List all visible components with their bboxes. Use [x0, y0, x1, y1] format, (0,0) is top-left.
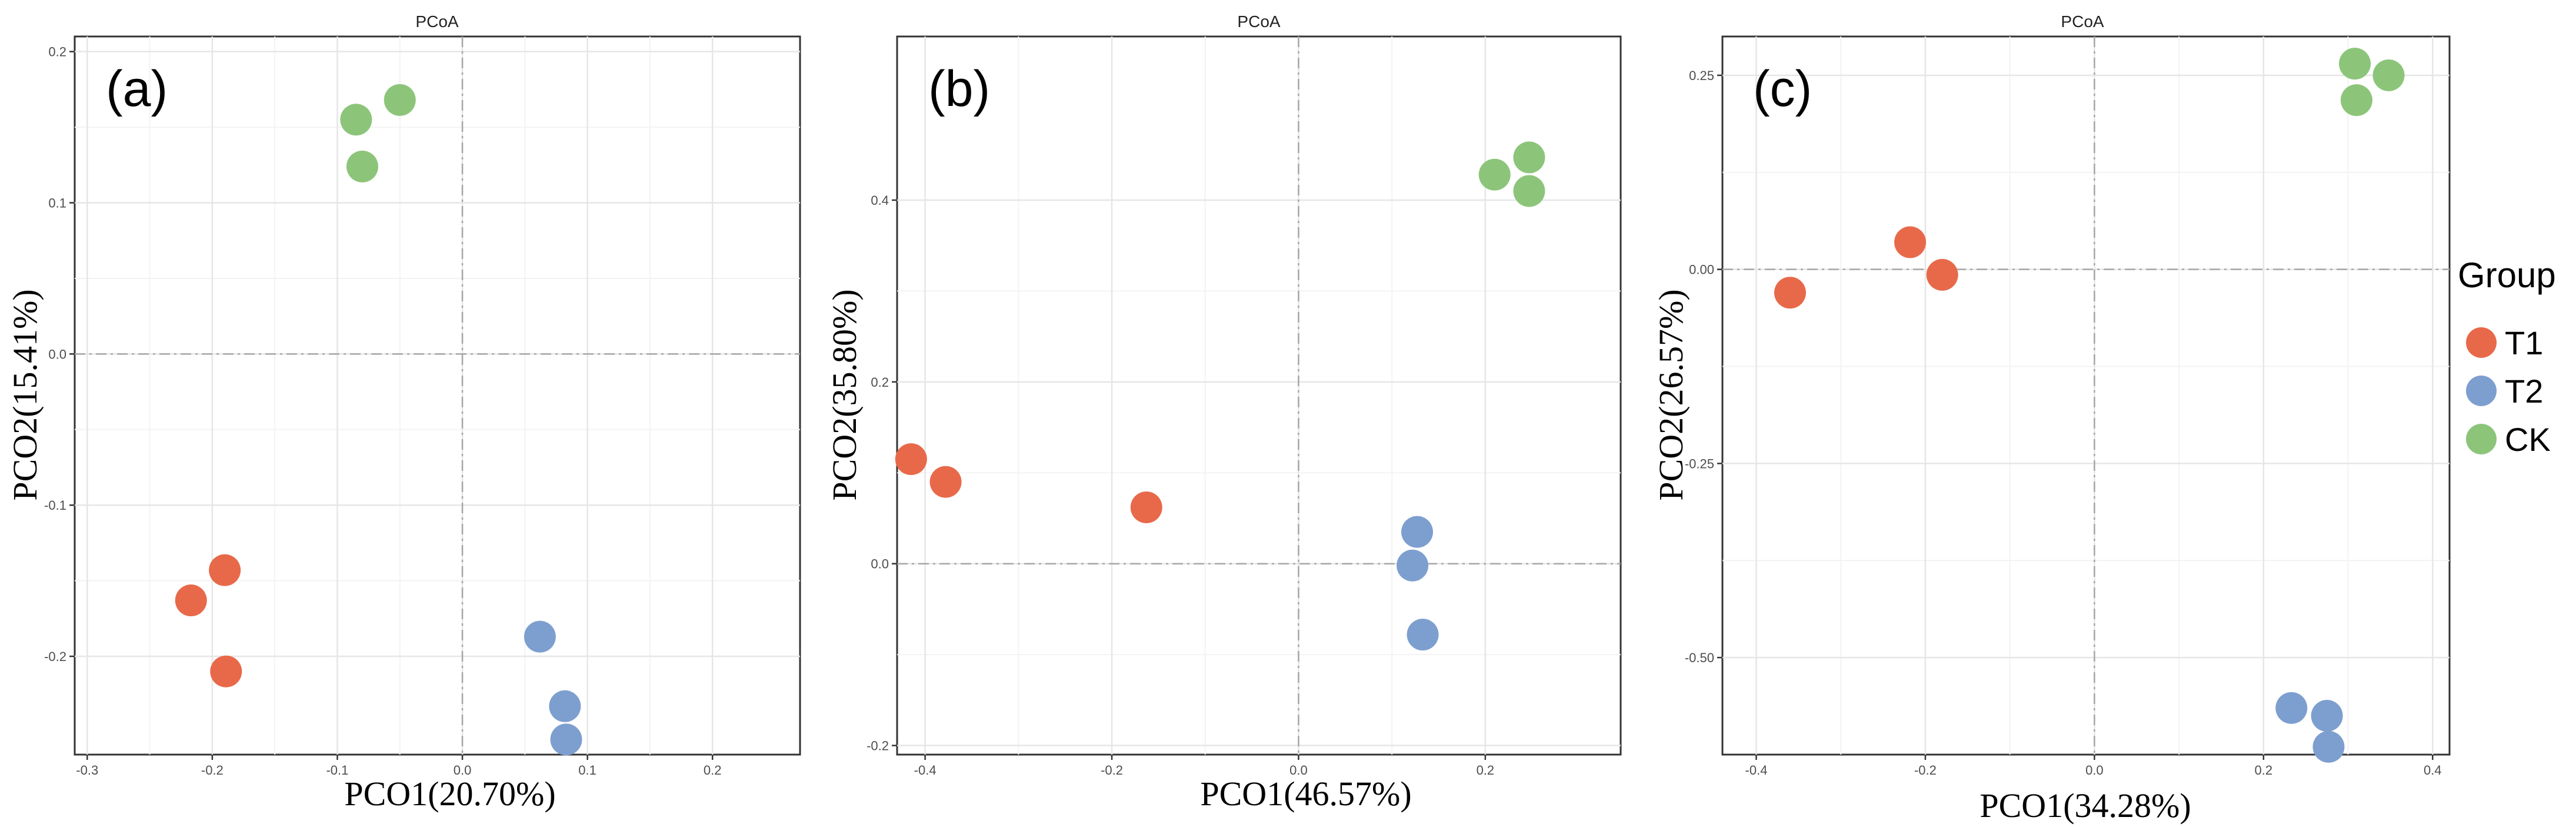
- y-tick-label: -0.25: [1685, 456, 1714, 471]
- point-t2: [549, 690, 581, 722]
- point-t1: [175, 584, 207, 617]
- point-ck: [1513, 175, 1545, 207]
- x-tick-label: 0.2: [704, 763, 722, 778]
- y-tick-label: 0.0: [871, 557, 889, 572]
- legend-title: Group: [2458, 255, 2556, 295]
- x-tick-label: 0.0: [2085, 763, 2104, 778]
- y-axis-label: PCO2(35.80%): [825, 289, 864, 500]
- legend-label-t2: T2: [2505, 373, 2543, 410]
- point-t1: [929, 466, 962, 498]
- legend-key-t2: [2466, 376, 2497, 406]
- y-tick-label: -0.1: [44, 498, 66, 513]
- plot-frame: [74, 35, 801, 756]
- x-tick-label: -0.1: [326, 763, 348, 778]
- y-tick-label: 0.1: [48, 196, 66, 211]
- y-tick-label: 0.0: [48, 347, 66, 361]
- panel-label: (c): [1753, 61, 1812, 117]
- point-ck: [2339, 48, 2371, 80]
- point-t2: [1401, 516, 1434, 548]
- point-t2: [550, 723, 582, 756]
- point-t2: [2275, 692, 2308, 724]
- y-tick-label: -0.2: [44, 649, 66, 664]
- panel-a: PCoA -0.3 -0.2 -0.1 0.0 0.1 0.2 -0.2 -0.1 0.0 0.1…: [6, 12, 801, 813]
- point-t2: [2312, 730, 2345, 763]
- legend-label-t1: T1: [2505, 324, 2543, 361]
- x-tick-label: 0.0: [454, 763, 472, 778]
- x-tick-label: -0.4: [1745, 763, 1768, 778]
- panel-label: (b): [928, 61, 990, 117]
- legend-key-ck: [2466, 424, 2497, 454]
- point-ck: [2340, 84, 2372, 117]
- y-tick-label: 0.2: [871, 375, 889, 390]
- legend-label-ck: CK: [2505, 421, 2551, 458]
- point-t1: [1774, 277, 1806, 309]
- plot-title: PCoA: [415, 12, 458, 31]
- panel-label: (a): [106, 61, 168, 117]
- x-axis-label: PCO1(46.57%): [1200, 775, 1411, 813]
- point-ck: [1478, 158, 1511, 191]
- y-tick-label: 0.4: [871, 193, 889, 208]
- y-tick-label: 0.2: [48, 45, 66, 59]
- legend: Group T1 T2 CK: [2458, 255, 2556, 458]
- plot-frame: [896, 35, 1622, 756]
- legend-key-t1: [2466, 327, 2497, 358]
- point-t1: [1926, 258, 1958, 291]
- x-tick-label: -0.2: [1101, 763, 1123, 778]
- x-axis-label: PCO1(20.70%): [344, 775, 555, 813]
- plot-title: PCoA: [1237, 12, 1280, 31]
- point-t1: [1130, 491, 1162, 523]
- plot-title: PCoA: [2061, 12, 2104, 31]
- point-t2: [2311, 700, 2343, 732]
- point-t2: [524, 620, 556, 653]
- point-t2: [1397, 549, 1429, 582]
- point-ck: [384, 84, 416, 116]
- x-tick-label: -0.3: [76, 763, 98, 778]
- x-tick-label: 0.4: [2424, 763, 2442, 778]
- point-ck: [346, 150, 378, 182]
- y-tick-label: -0.2: [867, 739, 889, 753]
- x-tick-label: 0.2: [2255, 763, 2273, 778]
- y-tick-label: 0.25: [1689, 68, 1714, 83]
- x-axis-label: PCO1(34.28%): [1980, 786, 2191, 825]
- y-axis-label: PCO2(15.41%): [6, 289, 44, 500]
- y-tick-label: 0.00: [1689, 263, 1714, 277]
- x-tick-label: 0.0: [1289, 763, 1308, 778]
- x-tick-label: 0.1: [578, 763, 596, 778]
- panel-b: PCoA -0.4 -0.2 0.0 0.2 -0.2 0.0 0.2 0.4 (b) PCO…: [825, 12, 1622, 813]
- plot-frame: [1721, 35, 2451, 756]
- point-t1: [210, 655, 242, 687]
- y-axis-label: PCO2(26.57%): [1652, 289, 1690, 500]
- panel-c: PCoA -0.4 -0.2 0.0 0.2 0.4 -0.50 -0.25 0.00 0.25…: [1652, 12, 2451, 825]
- point-ck: [1513, 141, 1545, 174]
- point-ck: [340, 104, 372, 136]
- point-t2: [1407, 619, 1439, 651]
- point-t1: [895, 443, 927, 476]
- x-tick-label: -0.2: [201, 763, 224, 778]
- point-t1: [209, 554, 241, 586]
- x-tick-label: 0.2: [1477, 763, 1495, 778]
- x-tick-label: -0.2: [1914, 763, 1937, 778]
- y-tick-label: -0.50: [1685, 650, 1714, 665]
- x-tick-label: -0.4: [914, 763, 937, 778]
- point-ck: [2372, 59, 2405, 91]
- point-t1: [1894, 226, 1927, 258]
